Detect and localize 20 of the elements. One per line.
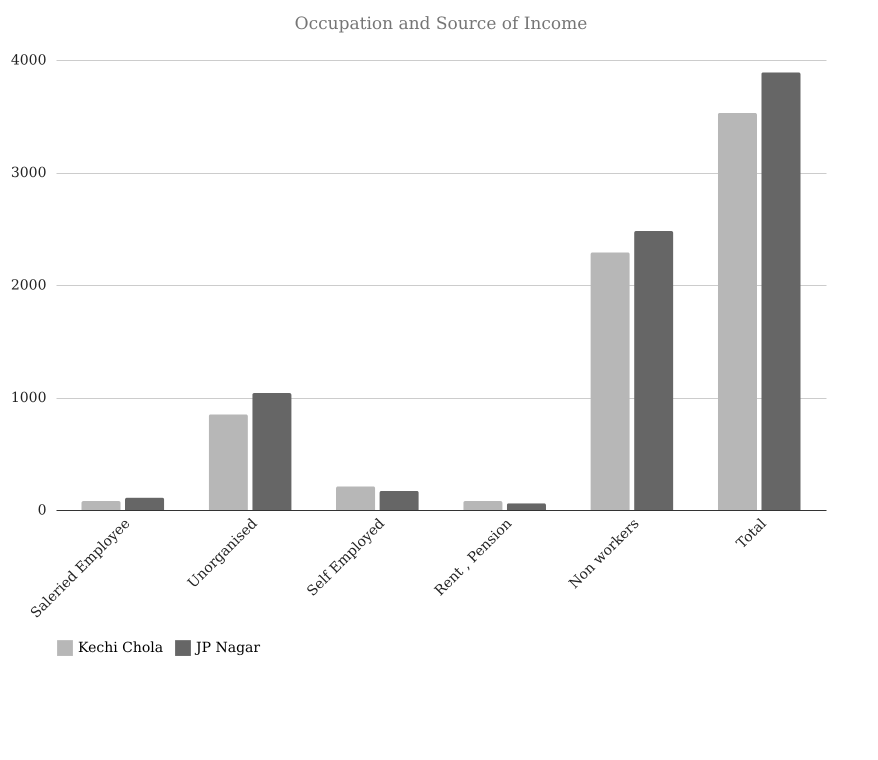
bar — [81, 501, 121, 510]
y-tick-label: 0 — [38, 502, 46, 518]
bar — [208, 414, 248, 510]
y-tick-label: 2000 — [10, 278, 46, 294]
y-tick-label: 4000 — [10, 52, 46, 68]
bar — [634, 231, 674, 510]
legend-label: JP Nagar — [194, 640, 260, 656]
y-tick-label: 3000 — [10, 165, 46, 181]
bar — [761, 72, 801, 510]
bar — [380, 490, 419, 510]
bar — [506, 503, 546, 510]
bar — [336, 486, 376, 510]
bar — [252, 393, 292, 510]
bar — [463, 501, 502, 510]
chart-title: Occupation and Source of Income — [294, 14, 588, 34]
bar — [718, 112, 758, 510]
legend-label: Kechi Chola — [78, 640, 164, 656]
y-tick-label: 1000 — [10, 390, 46, 406]
bar — [124, 498, 164, 510]
bar — [590, 252, 630, 510]
